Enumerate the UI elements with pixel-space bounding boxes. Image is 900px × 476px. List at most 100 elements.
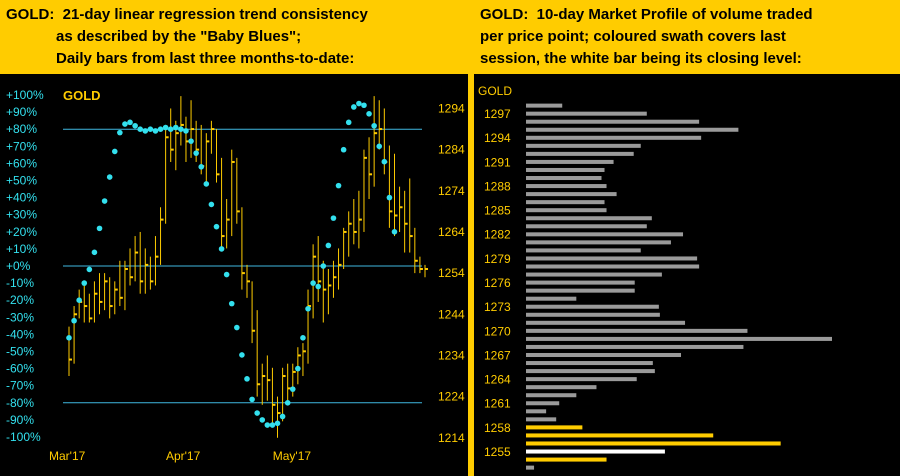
ohlc-bar <box>180 96 184 146</box>
regression-dot <box>167 126 174 132</box>
volume-bar <box>526 312 660 317</box>
ohlc-bar <box>388 145 393 228</box>
regression-dot <box>295 365 301 372</box>
volume-bar <box>526 111 647 116</box>
left-axis-tick-label: +30% <box>6 208 37 222</box>
left-header-line-1: GOLD: 21-day linear regression trend con… <box>6 6 368 23</box>
left-axis-tick-label: +60% <box>6 156 37 170</box>
profile-label: GOLD <box>478 84 512 98</box>
price-label: 1267 <box>484 348 511 362</box>
ohlc-bar <box>266 355 271 401</box>
regression-dot <box>157 126 164 132</box>
volume-bar <box>526 200 605 205</box>
volume-bar <box>526 288 635 293</box>
volume-bar <box>526 224 647 229</box>
ohlc-bar <box>170 108 174 162</box>
left-axis-tick-label: -20% <box>6 293 34 307</box>
price-label: 1291 <box>484 155 511 169</box>
left-axis-tick-label: -60% <box>6 362 34 376</box>
ohlc-bar <box>246 264 250 298</box>
volume-bar <box>526 176 602 181</box>
volume-bar <box>526 127 739 132</box>
volume-bar <box>526 433 714 438</box>
volume-bar <box>526 208 607 213</box>
volume-bar <box>526 151 634 156</box>
ohlc-bar <box>368 137 373 200</box>
regression-dot <box>330 215 337 221</box>
ohlc-bar <box>373 96 378 187</box>
left-axis-tick-label: -30% <box>6 310 34 324</box>
ohlc-bar <box>327 269 332 315</box>
regression-dot <box>259 417 266 423</box>
volume-bar <box>526 409 547 414</box>
price-label: 1279 <box>484 252 511 266</box>
regression-dot <box>274 420 281 427</box>
volume-bar <box>526 385 597 390</box>
ohlc-bar <box>149 256 154 290</box>
ohlc-bar <box>271 367 276 426</box>
price-label: 1297 <box>484 107 511 121</box>
ohlc-bar <box>144 248 149 294</box>
ohlc-bar <box>134 236 139 282</box>
ohlc-bar <box>332 260 337 298</box>
regression-dot <box>137 126 143 132</box>
regression-dot <box>315 283 322 290</box>
regression-dot <box>325 242 332 249</box>
ohlc-bar <box>287 363 291 405</box>
regression-dot <box>111 148 118 155</box>
ohlc-bar <box>124 260 128 311</box>
regression-dot <box>305 305 311 312</box>
ohlc-bar <box>338 248 342 290</box>
volume-bar <box>526 393 577 398</box>
ohlc-bar <box>414 227 418 274</box>
regression-dot <box>249 396 255 403</box>
regression-dot <box>66 335 72 341</box>
ohlc-bar <box>215 129 220 183</box>
volume-bar <box>526 449 665 454</box>
volume-bar <box>526 296 577 301</box>
ohlc-bar <box>348 211 352 257</box>
regression-dot <box>300 335 306 341</box>
left-axis-tick-label: -70% <box>6 379 34 393</box>
ohlc-bar <box>221 157 225 249</box>
regression-dot <box>106 174 113 180</box>
volume-bar <box>526 328 748 333</box>
regression-dot <box>310 280 316 286</box>
ohlc-bar <box>378 100 383 150</box>
ohlc-bar <box>282 367 286 422</box>
price-label: 1294 <box>484 131 511 145</box>
regression-dot <box>147 126 154 132</box>
regression-dot <box>228 300 235 307</box>
regression-dot <box>152 128 159 134</box>
price-label: 1282 <box>484 228 511 242</box>
ohlc-bar <box>83 285 88 323</box>
volume-bar <box>526 441 781 446</box>
ohlc-bar <box>322 260 327 323</box>
regression-dot <box>142 128 149 134</box>
panel-divider <box>468 0 474 476</box>
left-axis-tick-label: +0% <box>6 259 31 273</box>
regression-dot <box>366 111 372 117</box>
right-axis-tick-label: 1284 <box>438 143 465 157</box>
volume-bar <box>526 119 700 124</box>
ohlc-bar <box>68 326 72 377</box>
ohlc-bar <box>393 153 398 237</box>
volume-bar <box>526 425 583 430</box>
market-profile-chart: GOLD 1297 1294 1291 1288 1285 1282 1279 1276 1273… <box>474 74 900 476</box>
right-axis-tick-label: 1294 <box>438 101 465 115</box>
regression-dot <box>351 104 357 110</box>
ohlc-bar <box>409 178 413 253</box>
volume-bar <box>526 248 641 253</box>
right-axis-tick-label: 1244 <box>438 307 465 321</box>
right-axis-tick-label: 1264 <box>438 225 465 239</box>
price-label: 1258 <box>484 421 511 435</box>
right-chart-header: GOLD: 10-day Market Profile of volume tr… <box>474 0 900 74</box>
volume-bar <box>526 159 614 164</box>
x-axis-label: Mar'17 <box>49 449 86 463</box>
volume-bar <box>526 167 605 172</box>
volume-bar <box>526 184 607 189</box>
regression-dot <box>340 146 347 153</box>
volume-bar <box>526 272 662 277</box>
market-profile-chart-svg: GOLD 1297 1294 1291 1288 1285 1282 1279 1276 1273… <box>478 84 832 470</box>
ohlc-bar <box>251 281 256 344</box>
